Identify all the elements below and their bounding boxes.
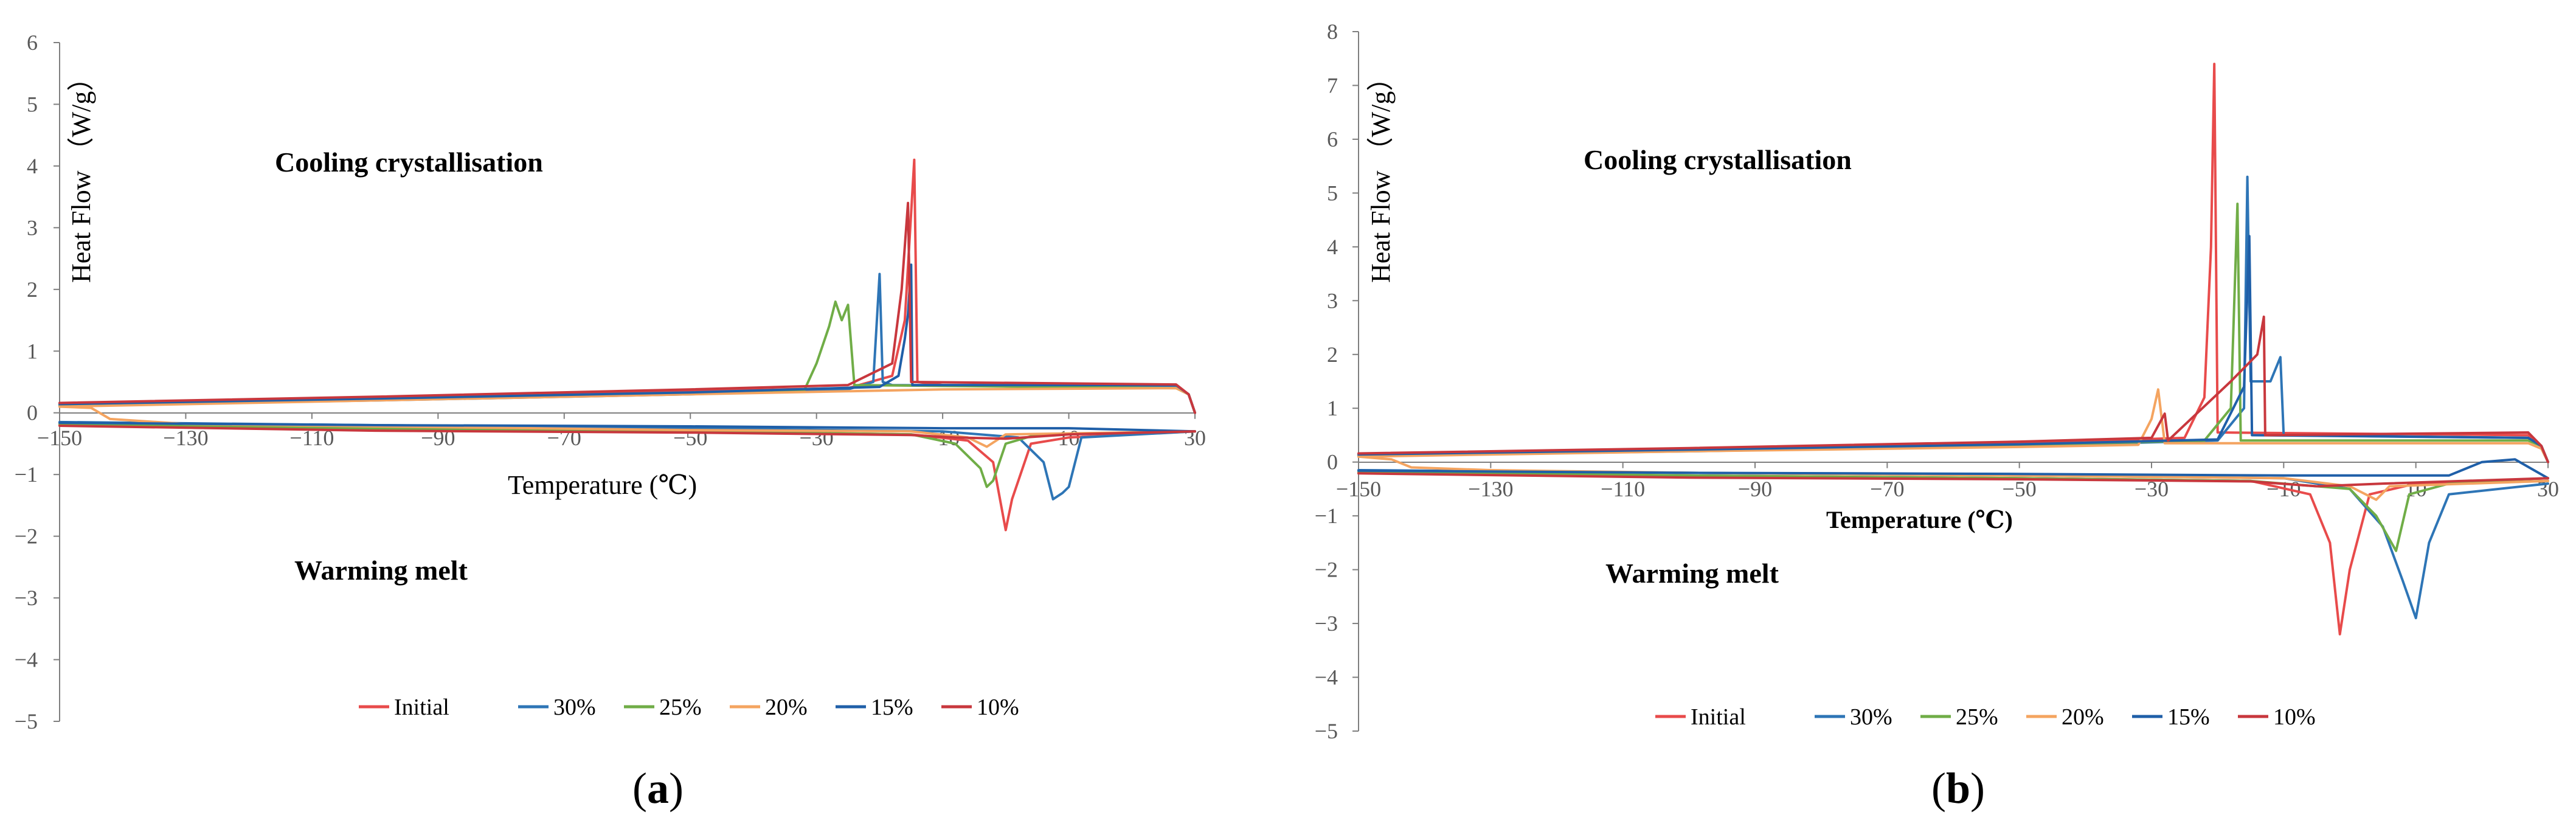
chart-b-y-label: Heat Flow （W/g） [1366,64,1396,283]
x-tick-label: 30 [1184,426,1206,450]
legend-label: 30% [553,695,596,720]
legend-label: 30% [1850,704,1892,730]
y-tick-label: 2 [27,277,38,302]
chart-a-x-label: Temperature (℃) [508,470,697,500]
chart-b-y-ticks: 8 7 6 5 4 3 2 1 0 −1 −2 −3 −4 −5 [1315,19,1359,743]
y-tick-label: 1 [27,339,38,363]
x-tick-label: −130 [1468,477,1513,501]
y-tick-label: −2 [15,524,38,549]
y-tick-label: 0 [27,401,38,425]
chart-b-annotation-warming: Warming melt [1605,558,1779,589]
series-15pct-cooling-line [1357,235,2549,463]
x-tick-label: −110 [1601,477,1645,501]
chart-b-legend: Initial 30% 25% 20% 15% 10% [1655,704,2316,730]
y-tick-label: −1 [15,462,38,487]
chart-a-legend: Initial 30% 25% 20% 15% 10% [359,695,1019,720]
x-tick-label: −50 [2003,477,2037,501]
chart-a-y-label: Heat Flow （W/g） [66,64,96,283]
chart-b-x-ticks: −150 −130 −110 −90 −70 −50 −30 −10 10 30 [1336,462,2559,501]
y-tick-label: −4 [15,648,38,672]
series-15pct-warming-line [1357,458,2549,480]
chart-b-series [1357,63,2549,636]
y-tick-label: 3 [1327,288,1338,313]
legend-label: 10% [977,695,1019,720]
series-10pct-warming-line [1357,472,2549,488]
y-tick-label: 1 [1327,396,1338,420]
y-tick-label: 7 [1327,73,1338,97]
legend-label: Initial [394,695,449,720]
series-15pct-warming-line [58,421,1196,433]
y-tick-label: −1 [1315,504,1338,528]
y-tick-label: −3 [1315,611,1338,636]
y-tick-label: −4 [1315,665,1338,690]
legend-label: 20% [765,695,808,720]
series-initial-cooling-line [58,158,1196,414]
chart-b: 8 7 6 5 4 3 2 1 0 −1 −2 −3 −4 −5 −150 −130 −110 −90 −70 −5… [1315,19,2559,813]
chart-a-annotation-warming: Warming melt [294,555,468,586]
series-10pct-cooling-line [58,201,1196,414]
y-tick-label: −5 [1315,719,1338,743]
legend-label: Initial [1691,704,1746,730]
y-tick-label: 0 [1327,450,1338,474]
x-tick-label: −90 [1738,477,1772,501]
y-tick-label: 6 [1327,127,1338,151]
chart-b-panel-label: (b) [1931,764,1985,813]
series-20pct-cooling-line [1357,388,2549,463]
chart-a-y-ticks: 6 5 4 3 2 1 0 −1 −2 −3 −4 −5 [15,30,60,734]
y-tick-label: 8 [1327,19,1338,44]
chart-b-annotation-cooling: Cooling crystallisation [1584,144,1852,175]
chart-a-x-ticks: −150 −130 −110 −90 −70 −50 −30 −10 10 30 [37,412,1206,450]
series-initial-cooling-line [1357,63,2549,463]
series-20pct-warming-line [1357,455,2549,501]
chart-b-x-label: Temperature (℃) [1826,506,2013,533]
y-tick-label: 2 [1327,342,1338,367]
y-tick-label: −2 [1315,558,1338,582]
series-25pct-warming-line [1357,470,2549,552]
y-tick-label: 6 [27,30,38,55]
series-10pct-warming-line [58,425,1196,440]
x-tick-label: −150 [37,426,82,450]
legend-label: 25% [1956,704,1998,730]
legend-label: 15% [871,695,913,720]
y-tick-label: −5 [15,709,38,734]
y-tick-label: 5 [1327,181,1338,205]
chart-a-series [58,158,1196,532]
legend-label: 15% [2167,704,2210,730]
series-30pct-cooling-line [1357,175,2549,463]
chart-a-annotation-cooling: Cooling crystallisation [275,147,543,178]
x-tick-label: −130 [163,426,208,450]
legend-label: 20% [2062,704,2104,730]
x-tick-label: −70 [1870,477,1904,501]
y-tick-label: 4 [27,154,38,178]
y-tick-label: 3 [27,215,38,240]
x-tick-label: −150 [1336,477,1381,501]
series-10pct-cooling-line [1357,315,2549,463]
chart-a-panel-label: (a) [632,764,684,813]
series-20pct-warming-line [58,405,1196,448]
series-25pct-cooling-line [1357,203,2549,463]
legend-label: 10% [2273,704,2316,730]
series-25pct-warming-line [58,423,1196,488]
legend-label: 25% [659,695,702,720]
y-tick-label: 4 [1327,235,1338,259]
y-tick-label: 5 [27,92,38,116]
series-30pct-warming-line [1357,469,2549,620]
series-30pct-warming-line [58,420,1196,501]
y-tick-label: −3 [15,586,38,610]
